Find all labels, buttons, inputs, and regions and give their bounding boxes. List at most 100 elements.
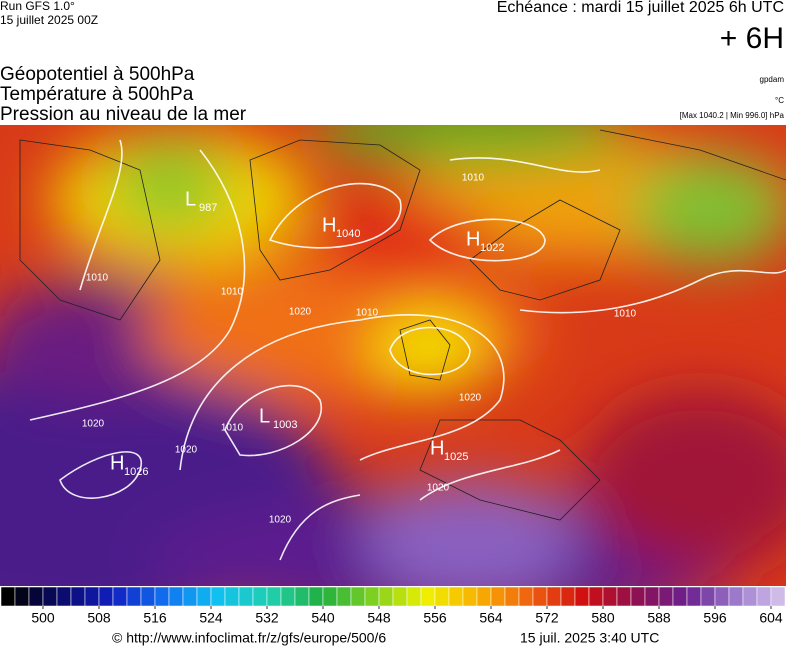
colorbar-swatch <box>140 586 156 607</box>
isobar-label: 1020 <box>175 445 198 456</box>
colorbar-swatch <box>714 586 730 607</box>
unit-label: gpdam <box>760 75 785 84</box>
colorbar-tick-label: 508 <box>87 610 111 626</box>
pressure-center-type: H <box>322 214 336 236</box>
colorbar-swatch <box>112 586 128 607</box>
colorbar-swatch <box>364 586 380 607</box>
colorbar-swatch <box>630 586 646 607</box>
colorbar-swatch <box>448 586 464 607</box>
colorbar-swatch <box>70 586 86 607</box>
colorbar-swatch <box>462 586 478 607</box>
pressure-center-value: 1026 <box>124 466 148 478</box>
isobar-label: 1020 <box>269 515 292 526</box>
isobar-label: 1010 <box>614 309 637 320</box>
colorbar: 500 508 516 524 532 540 548 556 564 572 580 588 596 6… <box>0 586 786 626</box>
isobar-label: 1010 <box>221 423 244 434</box>
colorbar-swatch <box>728 586 744 607</box>
colorbar-tick-label: 548 <box>367 610 391 626</box>
colorbar-swatch <box>742 586 758 607</box>
pressure-center-value: 1003 <box>273 419 297 431</box>
pressure-center-type: L <box>185 188 196 210</box>
colorbar-swatch <box>378 586 394 607</box>
colorbar-swatch <box>224 586 240 607</box>
colorbar-swatch <box>182 586 198 607</box>
isobar-label: 1010 <box>221 287 244 298</box>
colorbar-swatch <box>560 586 576 607</box>
unit-label: [Max 1040.2 | Min 996.0] hPa <box>680 111 785 120</box>
colorbar-swatch <box>14 586 30 607</box>
colorbar-swatch <box>434 586 450 607</box>
colorbar-tick-label: 556 <box>423 610 447 626</box>
colorbar-swatch <box>672 586 688 607</box>
pressure-center-value: 1040 <box>336 228 360 240</box>
colorbar-swatch <box>336 586 352 607</box>
isobar-label: 1020 <box>427 483 450 494</box>
isobar-label: 1020 <box>289 307 312 318</box>
colorbar-tick-label: 516 <box>143 610 167 626</box>
colorbar-swatch <box>294 586 310 607</box>
source-link: © http://www.infoclimat.fr/z/gfs/europe/… <box>112 630 386 646</box>
colorbar-tick-label: 540 <box>311 610 335 626</box>
colorbar-swatch <box>518 586 534 607</box>
colorbar-swatch <box>56 586 72 607</box>
run-date: 15 juillet 2025 00Z <box>0 13 98 27</box>
colorbar-tick-label: 604 <box>759 610 783 626</box>
colorbar-swatch <box>322 586 338 607</box>
colorbar-swatch <box>420 586 436 607</box>
colorbar-swatch <box>602 586 618 607</box>
colorbar-swatch <box>350 586 366 607</box>
colorbar-swatch <box>756 586 772 607</box>
colorbar-swatch <box>616 586 632 607</box>
field-label: Température à 500hPa <box>0 84 194 105</box>
map-field <box>0 125 786 586</box>
lead-time: + 6H <box>720 22 784 55</box>
pressure-center-value: 1022 <box>480 242 504 254</box>
field-label: Pression au niveau de la mer <box>0 104 247 125</box>
pressure-center-type: L <box>259 405 270 427</box>
colorbar-swatch <box>154 586 170 607</box>
colorbar-swatch <box>770 586 786 607</box>
colorbar-tick-label: 500 <box>31 610 55 626</box>
colorbar-swatch <box>84 586 100 607</box>
field-label: Géopotentiel à 500hPa <box>0 64 195 85</box>
colorbar-swatch <box>210 586 226 607</box>
colorbar-tick-label: 524 <box>199 610 223 626</box>
colorbar-tick-label: 572 <box>535 610 559 626</box>
pressure-center-value: 1025 <box>444 451 468 463</box>
colorbar-swatch <box>644 586 660 607</box>
isobar-label: 1020 <box>459 393 482 404</box>
echeance: Echéance : mardi 15 juillet 2025 6h UTC <box>497 0 784 16</box>
colorbar-swatch <box>28 586 44 607</box>
colorbar-swatch <box>658 586 674 607</box>
colorbar-tick-label: 596 <box>703 610 727 626</box>
colorbar-tick-label: 580 <box>591 610 615 626</box>
isobar-label: 1010 <box>462 173 485 184</box>
colorbar-tick-label: 588 <box>647 610 671 626</box>
colorbar-swatch <box>126 586 142 607</box>
colorbar-swatch <box>504 586 520 607</box>
colorbar-swatch <box>588 586 604 607</box>
colorbar-swatch <box>406 586 422 607</box>
colorbar-swatch <box>546 586 562 607</box>
colorbar-swatch <box>266 586 282 607</box>
run-label: Run GFS 1.0° <box>0 0 75 13</box>
colorbar-swatch <box>252 586 268 607</box>
colorbar-swatch <box>686 586 702 607</box>
pressure-center-type: H <box>430 437 444 459</box>
colorbar-swatch <box>98 586 114 607</box>
colorbar-swatch <box>532 586 548 607</box>
pressure-center-value: 987 <box>199 202 217 214</box>
isobar-label: 1010 <box>356 308 379 319</box>
colorbar-swatch <box>168 586 184 607</box>
colorbar-swatch <box>238 586 254 607</box>
colorbar-tick-label: 532 <box>255 610 279 626</box>
colorbar-swatch <box>476 586 492 607</box>
colorbar-swatch <box>574 586 590 607</box>
pressure-center-type: H <box>110 452 124 474</box>
isobar-label: 1020 <box>82 419 105 430</box>
colorbar-swatch <box>700 586 716 607</box>
unit-label: °C <box>775 96 784 105</box>
colorbar-swatch <box>490 586 506 607</box>
